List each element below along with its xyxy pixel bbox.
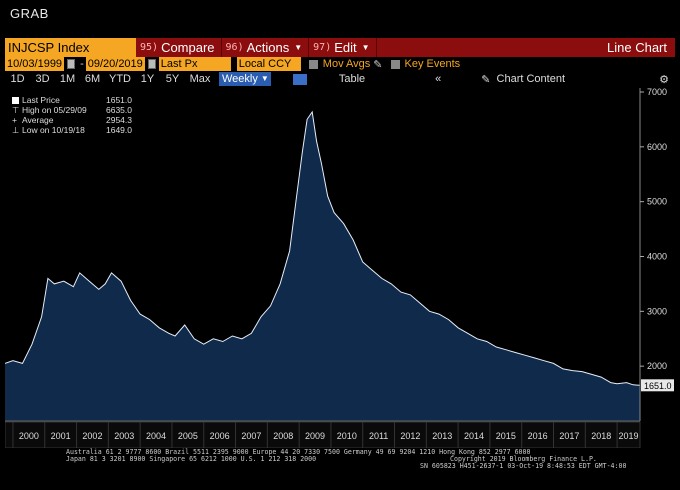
- actions-button[interactable]: 96) Actions ▼: [222, 38, 310, 57]
- x-tick-label: 2005: [178, 431, 198, 441]
- x-tick-label: 2012: [400, 431, 420, 441]
- period-5y[interactable]: 5Y: [165, 73, 180, 85]
- x-tick-label: 2009: [305, 431, 325, 441]
- footer-copyright: Copyright 2019 Bloomberg Finance L.P.: [450, 455, 597, 463]
- legend-swatch: [12, 97, 19, 105]
- legend-last-price-value: 1651.0: [106, 95, 132, 105]
- x-tick-label: 2018: [591, 431, 611, 441]
- period-1y[interactable]: 1Y: [140, 73, 155, 85]
- x-tick-label: 2008: [273, 431, 293, 441]
- period-3d[interactable]: 3D: [35, 73, 50, 85]
- x-tick-label: 2014: [464, 431, 484, 441]
- period-ytd[interactable]: YTD: [109, 73, 131, 85]
- x-tick-label: 2011: [369, 431, 388, 441]
- edit-label: Edit: [334, 40, 357, 55]
- start-date-input[interactable]: 10/03/1999: [5, 57, 65, 71]
- x-tick-label: 2004: [146, 431, 166, 441]
- x-tick-label: 2019: [619, 431, 639, 441]
- edit-button[interactable]: 97) Edit ▼: [309, 38, 377, 57]
- x-tick-label: 2016: [528, 431, 548, 441]
- period-toolbar: 1D 3D 1M 6M YTD 1Y 5Y Max Weekly ▼ Table…: [5, 72, 675, 86]
- period-max[interactable]: Max: [189, 73, 211, 85]
- calendar-icon[interactable]: [147, 59, 156, 69]
- x-tick-label: 2000: [19, 431, 39, 441]
- last-value-tag-text: 1651.0: [644, 381, 672, 391]
- chart-panel: 2000 3000 4000 5000 6000 7000 2000 2001 2002 2003…: [4, 87, 675, 449]
- chart-type-label: Line Chart: [607, 40, 667, 55]
- line-chart: 2000 3000 4000 5000 6000 7000 2000 2001 2002 2003…: [4, 87, 674, 449]
- chevron-down-icon: ▼: [294, 43, 303, 52]
- last-value-tag: [641, 379, 674, 392]
- window-title: GRAB: [10, 6, 49, 21]
- legend-last-price-label: Last Price: [22, 95, 60, 105]
- chart-content-button[interactable]: Chart Content: [496, 73, 565, 85]
- gear-icon[interactable]: ⚙: [659, 73, 669, 86]
- x-tick-label: 2015: [496, 431, 516, 441]
- legend-high-value: 6635.0: [106, 105, 132, 115]
- chevron-down-icon: ▼: [361, 43, 370, 52]
- x-axis-band: [4, 421, 641, 449]
- x-tick-label: 2002: [82, 431, 102, 441]
- x-tick-label: 2003: [114, 431, 134, 441]
- legend-low-label: Low on 10/19/18: [22, 125, 85, 135]
- legend-low-value: 1649.0: [106, 125, 132, 135]
- date-separator: -: [80, 58, 84, 70]
- key-events-checkbox[interactable]: [390, 59, 400, 69]
- key-events-label[interactable]: Key Events: [404, 58, 461, 70]
- x-tick-label: 2001: [51, 431, 71, 441]
- period-1m[interactable]: 1M: [59, 73, 76, 85]
- edit-pencil-icon[interactable]: ✎: [481, 73, 491, 86]
- legend-average-label: Average: [22, 115, 54, 125]
- footer-contacts-1: Australia 61 2 9777 8600 Brazil 5511 239…: [66, 448, 531, 456]
- legend-average-value: 2954.3: [106, 115, 132, 125]
- series-area: [5, 112, 640, 421]
- currency-select[interactable]: Local CCY: [236, 57, 301, 71]
- action-bar: 95) Compare 96) Actions ▼ 97) Edit ▼ Lin…: [136, 38, 675, 57]
- legend-low: ⊥ Low on 10/19/18 1649.0: [12, 125, 132, 135]
- compare-button[interactable]: 95) Compare: [136, 38, 222, 57]
- end-date-input[interactable]: 09/20/2019: [85, 57, 145, 71]
- legend-high: ⊤ High on 05/29/09 6635.0: [12, 105, 132, 115]
- y-tick-label: 5000: [647, 197, 667, 207]
- y-tick-label: 6000: [647, 142, 667, 152]
- footer-contacts-2: Japan 81 3 3201 8900 Singapore 65 6212 1…: [66, 455, 317, 463]
- date-toolbar: 10/03/1999 - 09/20/2019 Last Px Local CC…: [5, 57, 675, 71]
- calendar-icon[interactable]: [67, 59, 76, 69]
- compare-number: 95): [140, 42, 159, 53]
- mov-avgs-checkbox[interactable]: [308, 59, 318, 69]
- price-field-select[interactable]: Last Px: [158, 57, 231, 71]
- x-tick-label: 2013: [432, 431, 452, 441]
- legend-last-price: Last Price 1651.0: [12, 95, 132, 105]
- y-tick-label: 4000: [647, 252, 667, 262]
- period-1d[interactable]: 1D: [10, 73, 25, 85]
- x-tick-label: 2010: [337, 431, 357, 441]
- mov-avgs-label[interactable]: Mov Avgs: [322, 58, 371, 70]
- x-tick-label: 2006: [210, 431, 230, 441]
- ticker-field[interactable]: INJCSP Index: [5, 38, 136, 57]
- chevron-down-icon[interactable]: ▼: [260, 72, 271, 86]
- y-tick-label: 2000: [647, 361, 667, 371]
- legend-high-label: High on 05/29/09: [22, 105, 87, 115]
- frequency-select[interactable]: Weekly: [219, 72, 261, 86]
- x-tick-label: 2017: [559, 431, 579, 441]
- legend-average: + Average 2954.3: [12, 115, 132, 125]
- collapse-left-icon[interactable]: «: [435, 73, 442, 85]
- actions-label: Actions: [246, 40, 290, 55]
- edit-number: 97): [313, 42, 332, 53]
- series-line: [4, 110, 641, 386]
- y-tick-label: 3000: [647, 306, 667, 316]
- footer-timestamp: SN 605823 H451-2637-1 03-Oct-19 8:48:53 …: [420, 462, 627, 470]
- y-tick-label: 7000: [647, 88, 667, 97]
- chart-view-icon[interactable]: [292, 73, 307, 85]
- period-6m[interactable]: 6M: [84, 73, 101, 85]
- compare-label: Compare: [161, 40, 215, 55]
- chart-legend: Last Price 1651.0 ⊤ High on 05/29/09 6635…: [12, 95, 132, 135]
- main-toolbar: INJCSP Index 95) Compare 96) Actions ▼ 9…: [5, 38, 675, 57]
- pencil-icon[interactable]: ✎: [373, 58, 383, 71]
- actions-number: 96): [225, 42, 244, 53]
- table-view-button[interactable]: Table: [338, 73, 366, 85]
- x-tick-label: 2007: [241, 431, 261, 441]
